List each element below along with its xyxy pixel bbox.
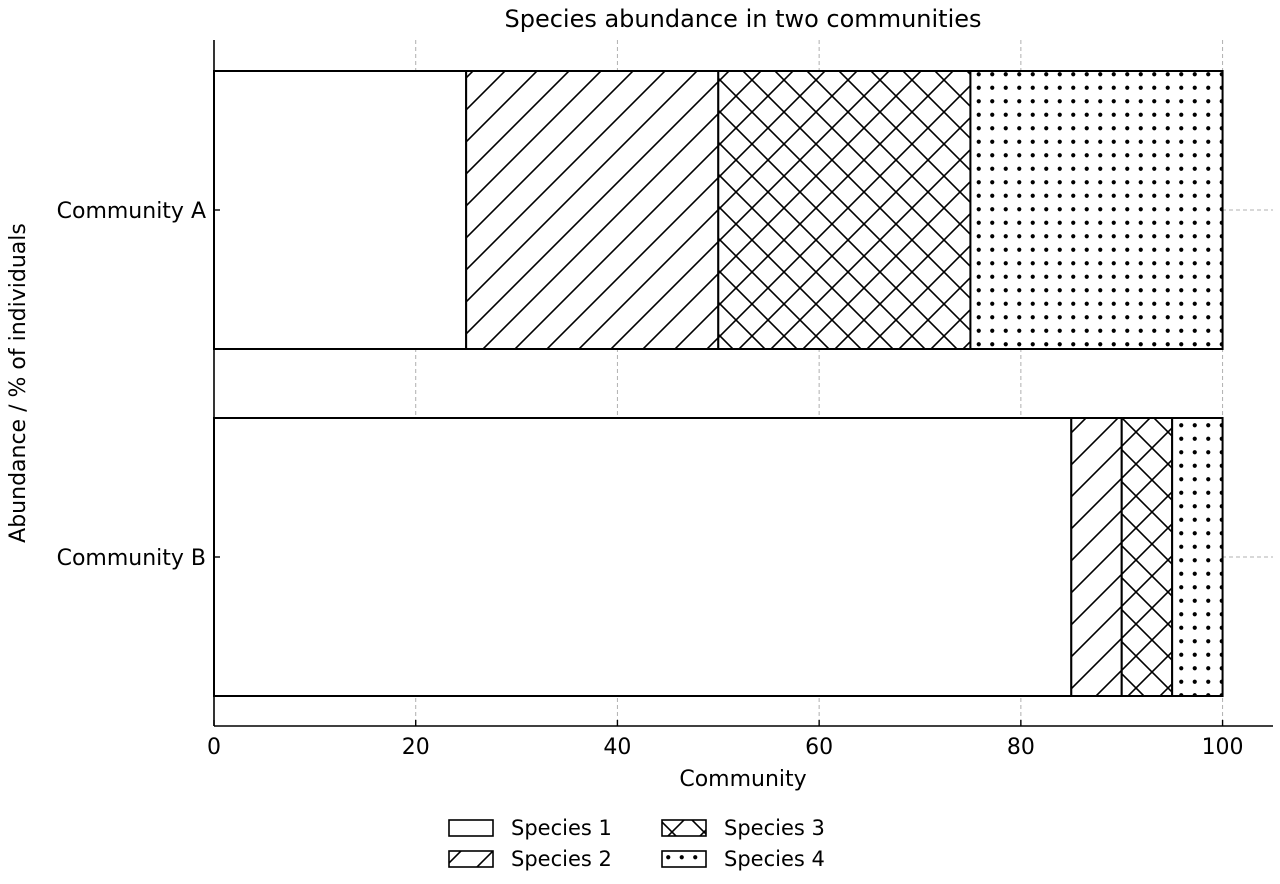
legend-swatch — [661, 819, 707, 837]
bar-b-species-1 — [213, 417, 1073, 697]
x-tick-label: 20 — [402, 735, 430, 760]
legend-label: Species 4 — [724, 847, 825, 871]
x-tick-label: 40 — [603, 735, 631, 760]
y-tick-label: Community B — [57, 546, 206, 571]
bars — [213, 70, 1224, 697]
axes — [213, 40, 1273, 727]
legend-label: Species 3 — [724, 816, 825, 840]
bar-b-species-3 — [1120, 417, 1174, 697]
x-ticks: 0 20 40 60 80 100 — [207, 720, 1244, 760]
x-tick-label: 80 — [1007, 735, 1035, 760]
x-axis-label: Community — [679, 767, 806, 792]
bar-a-species-1 — [213, 70, 468, 350]
bar-a-species-2 — [465, 70, 720, 350]
legend-swatch — [448, 819, 494, 837]
y-tick-label: Community A — [57, 199, 206, 224]
bar-a-species-3 — [717, 70, 972, 350]
legend-swatch — [661, 850, 707, 868]
legend: Species 1 Species 2 Species 3 Species 4 — [448, 816, 825, 871]
legend-swatch — [448, 850, 494, 868]
x-tick-label: 0 — [207, 735, 221, 760]
chart-title: Species abundance in two communities — [504, 5, 981, 33]
legend-label: Species 2 — [511, 847, 612, 871]
x-tick-label: 60 — [805, 735, 833, 760]
bar-a-species-4 — [969, 70, 1224, 350]
bar-b-species-4 — [1171, 417, 1224, 697]
y-ticks: Community A Community B — [57, 199, 220, 571]
x-tick-label: 100 — [1202, 735, 1244, 760]
bar-b-species-2 — [1070, 417, 1123, 697]
legend-label: Species 1 — [511, 816, 612, 840]
y-axis-label: Abundance / % of individuals — [6, 223, 31, 543]
